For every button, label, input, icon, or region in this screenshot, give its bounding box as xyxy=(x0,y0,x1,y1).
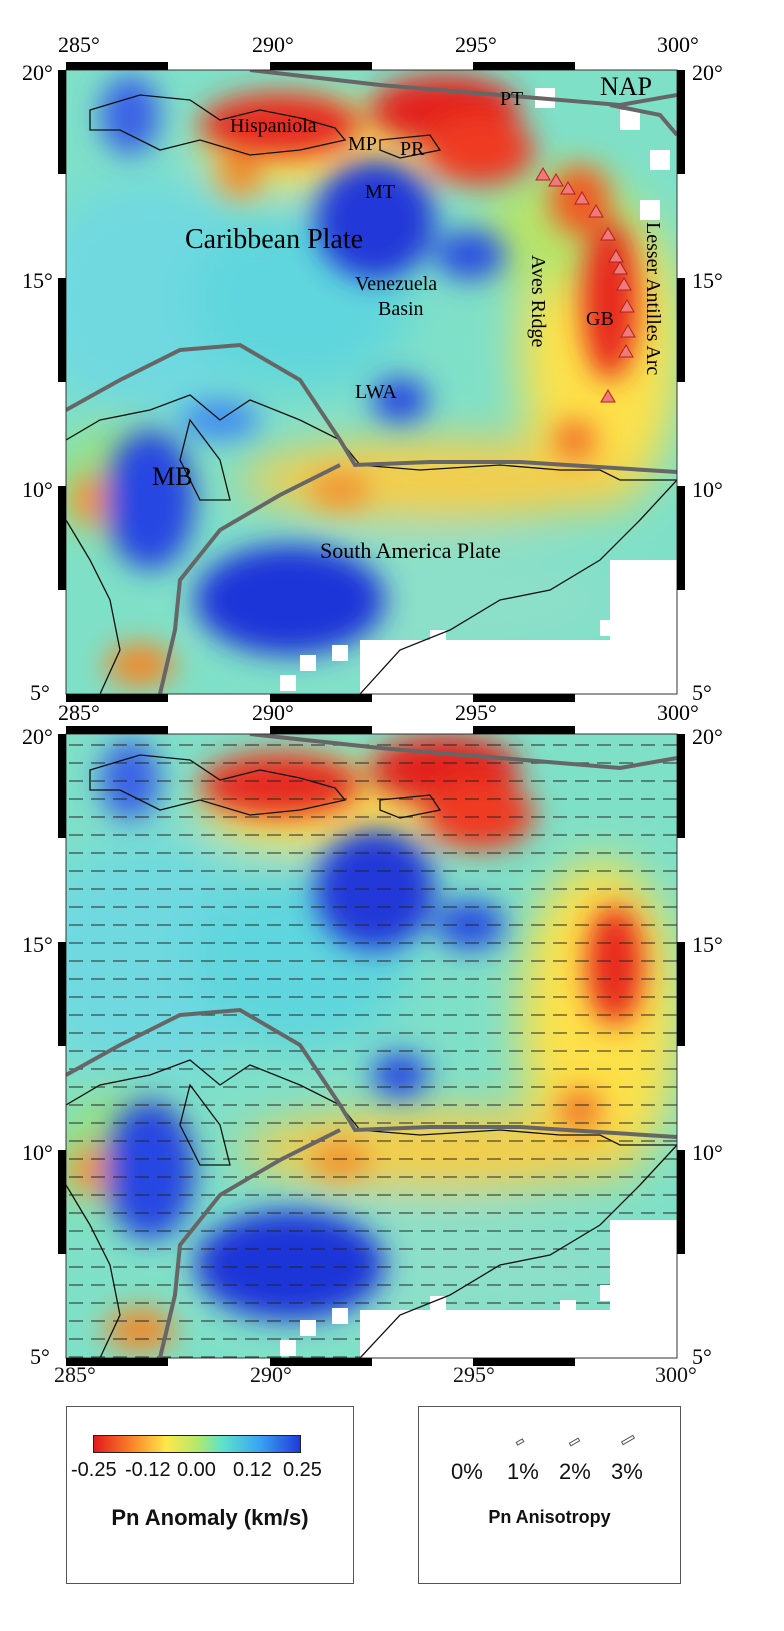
pn-anomaly-legend-title: Pn Anomaly (km/s) xyxy=(111,1505,309,1530)
aniso-bar-1 xyxy=(515,1438,525,1446)
label-venezuela-basin-line1: Venezuela xyxy=(355,273,437,295)
label-lesser-antilles-arc: Lesser Antilles Arc xyxy=(642,222,664,375)
bottom-lon-tick-285: 285° xyxy=(54,1362,96,1387)
colorbar-tick-3: 0.00 xyxy=(177,1459,216,1481)
pn-anomaly-legend: -0.25 -0.12 0.00 0.12 0.25 Pn Anomaly (k… xyxy=(66,1406,354,1584)
bottom-lat-tick-5-left: 5° xyxy=(30,1344,50,1369)
top-lat-tick-5-left: 5° xyxy=(30,680,50,705)
colorbar-tick-5: 0.25 xyxy=(283,1459,322,1481)
label-south-america-plate: South America Plate xyxy=(320,538,501,563)
top-lon-tick-285: 285° xyxy=(58,32,100,57)
bottom-lat-tick-10-left: 10° xyxy=(22,1140,53,1165)
pn-anisotropy-legend-title: Pn Anisotropy xyxy=(488,1507,611,1527)
bottom-lat-tick-15-right: 15° xyxy=(692,932,723,957)
bottom-lon-tick-290: 290° xyxy=(250,1362,292,1387)
top-lat-tick-20-right: 20° xyxy=(692,60,723,85)
bottom-lat-tick-15-left: 15° xyxy=(22,932,53,957)
bottom-lon-tick-295: 295° xyxy=(453,1362,495,1387)
top-lat-tick-10-right: 10° xyxy=(692,477,723,502)
label-pt: PT xyxy=(500,88,523,110)
colorbar-tick-4: 0.12 xyxy=(233,1459,272,1481)
bottom-lat-tick-5-right: 5° xyxy=(692,1344,712,1369)
top-lat-tick-20-left: 20° xyxy=(22,60,53,85)
top-lon-tick-300: 300° xyxy=(657,32,699,57)
aniso-label-1: 1% xyxy=(507,1459,539,1484)
pn-anisotropy-map: 285° 290° 295° 300° 285° 20° 15° 10° 5° … xyxy=(22,700,723,1369)
bottom-lon-tick-300-top: 300° xyxy=(657,700,699,725)
label-nap: NAP xyxy=(600,72,652,101)
aniso-bar-2 xyxy=(568,1437,581,1447)
bottom-lat-tick-20-right: 20° xyxy=(692,724,723,749)
bottom-lon-tick-295-top: 295° xyxy=(455,700,497,725)
label-venezuela-basin-line2: Basin xyxy=(378,298,424,320)
colorbar-tick-2: -0.12 xyxy=(125,1459,171,1481)
label-pr: PR xyxy=(400,138,425,160)
aniso-bar-0 xyxy=(459,1441,461,1443)
label-hispaniola: Hispaniola xyxy=(230,115,317,137)
top-lon-tick-295: 295° xyxy=(455,32,497,57)
label-lwa: LWA xyxy=(355,381,397,403)
top-lon-tick-290: 290° xyxy=(252,32,294,57)
label-mb: MB xyxy=(152,462,192,491)
aniso-bar-3 xyxy=(620,1434,636,1446)
colorbar xyxy=(93,1435,301,1453)
bottom-lon-tick-290-top: 290° xyxy=(252,700,294,725)
aniso-label-0: 0% xyxy=(451,1459,483,1484)
pn-anomaly-map: 285° 290° 295° 300° 20° 15° 10° 5° 20° 1… xyxy=(22,32,723,705)
label-mp: MP xyxy=(348,133,377,155)
label-mt: MT xyxy=(365,181,395,203)
label-aves-ridge: Aves Ridge xyxy=(527,255,549,348)
pn-anisotropy-legend: 0% 1% 2% 3% Pn Anisotropy xyxy=(418,1406,681,1584)
label-gb: GB xyxy=(586,308,614,330)
bottom-lon-tick-300: 300° xyxy=(655,1362,697,1387)
bottom-lat-tick-10-right: 10° xyxy=(692,1140,723,1165)
label-caribbean-plate: Caribbean Plate xyxy=(185,224,363,255)
bottom-lon-tick-285-top: 285° xyxy=(58,700,100,725)
top-lat-tick-15-right: 15° xyxy=(692,268,723,293)
colorbar-tick-1: -0.25 xyxy=(71,1459,117,1481)
bottom-lat-tick-20-left: 20° xyxy=(22,724,53,749)
aniso-label-2: 2% xyxy=(559,1459,591,1484)
top-lat-tick-5-right: 5° xyxy=(692,680,712,705)
top-lat-tick-10-left: 10° xyxy=(22,477,53,502)
aniso-label-3: 3% xyxy=(611,1459,643,1484)
top-lat-tick-15-left: 15° xyxy=(22,268,53,293)
